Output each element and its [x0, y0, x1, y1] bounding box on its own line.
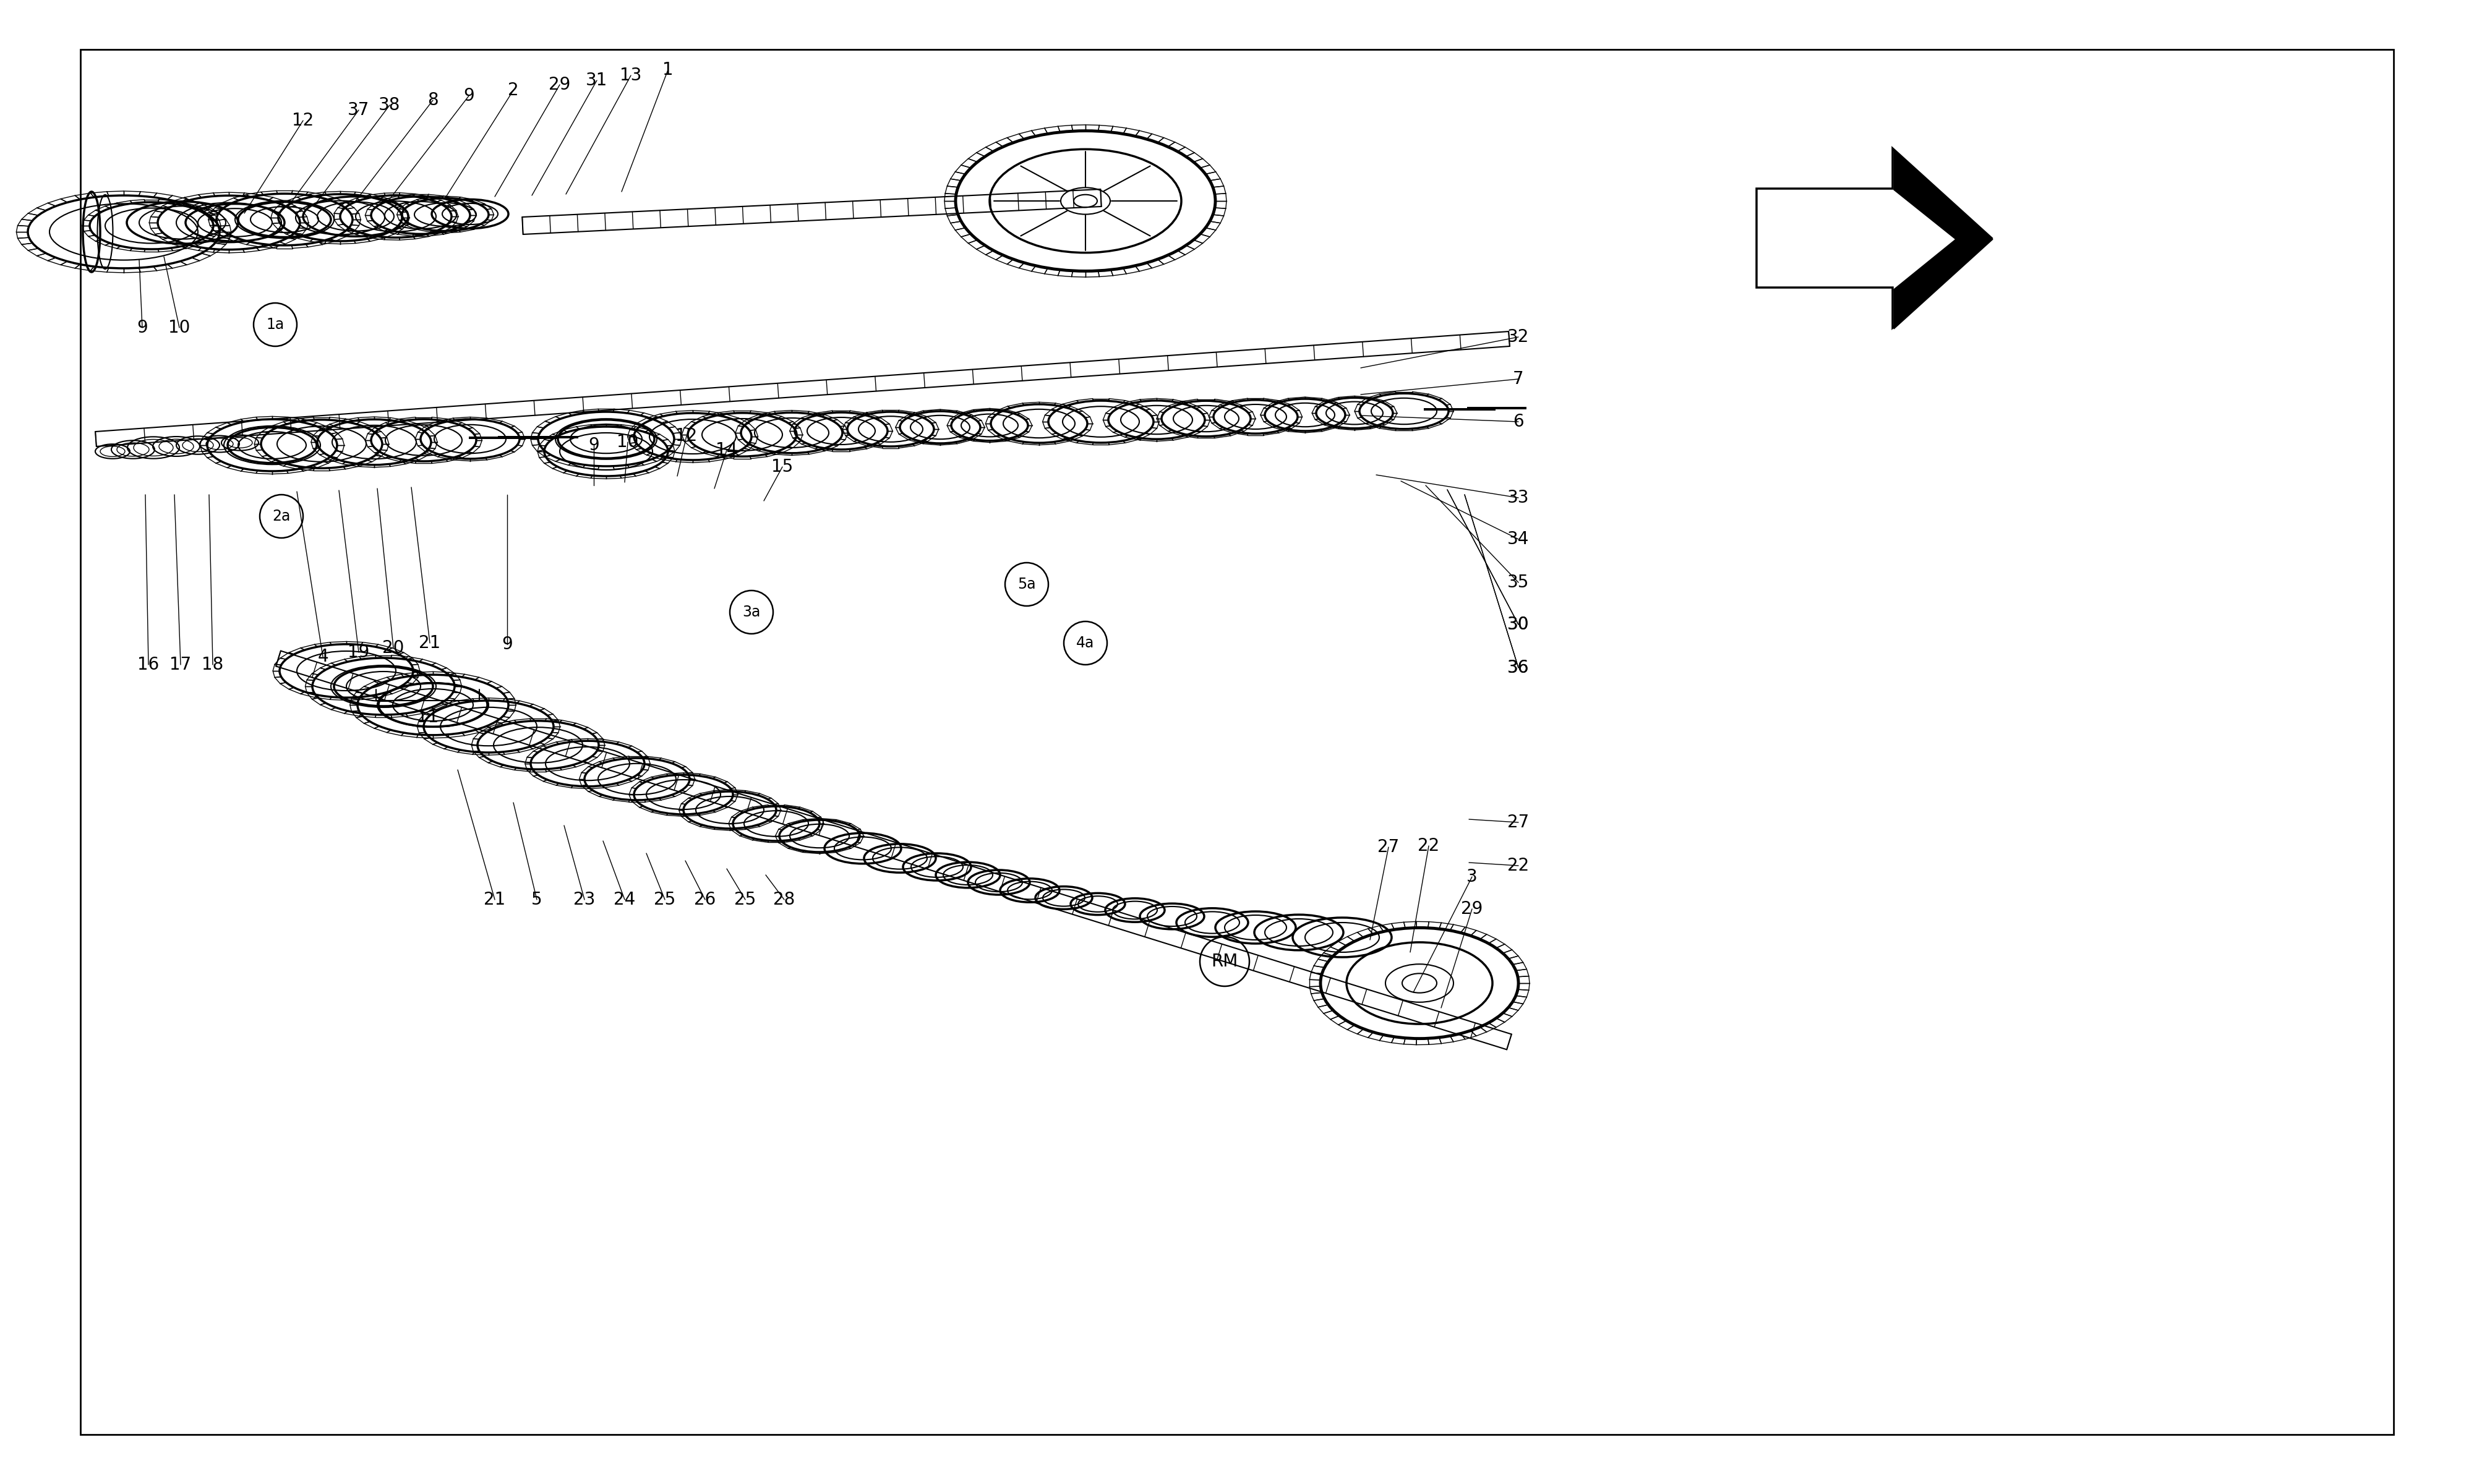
Text: 34: 34	[1507, 530, 1529, 548]
Text: 36: 36	[1507, 659, 1529, 677]
Text: 10: 10	[616, 433, 638, 451]
Text: 1a: 1a	[267, 318, 285, 332]
Text: 2a: 2a	[272, 509, 289, 524]
Text: 5: 5	[532, 890, 542, 908]
Text: 13: 13	[621, 67, 641, 85]
Text: 3: 3	[1467, 868, 1477, 886]
Text: 11: 11	[416, 708, 438, 726]
Text: 9: 9	[589, 436, 599, 454]
Text: 25: 25	[653, 890, 675, 908]
Polygon shape	[1895, 150, 1994, 329]
Text: 17: 17	[171, 656, 190, 674]
Text: 35: 35	[1507, 574, 1529, 591]
Text: 12: 12	[292, 111, 314, 129]
Text: 3a: 3a	[742, 605, 760, 620]
Text: 32: 32	[1507, 328, 1529, 346]
Text: 18: 18	[203, 656, 223, 674]
Text: 9: 9	[463, 88, 475, 104]
Text: 5a: 5a	[1017, 577, 1037, 592]
Text: 29: 29	[549, 76, 571, 93]
Text: 16: 16	[139, 656, 158, 674]
Text: 30: 30	[1507, 616, 1529, 634]
Text: 7: 7	[1514, 371, 1524, 387]
Text: 4a: 4a	[1076, 635, 1094, 650]
Text: 8: 8	[428, 92, 438, 108]
Text: 12: 12	[675, 427, 698, 445]
Text: 15: 15	[772, 459, 794, 475]
Text: 2: 2	[507, 82, 520, 99]
Text: RM: RM	[1212, 953, 1237, 971]
Text: 9: 9	[136, 319, 148, 337]
Text: 4: 4	[317, 649, 329, 665]
Text: 14: 14	[715, 442, 737, 459]
Text: 21: 21	[485, 890, 505, 908]
Text: 1: 1	[663, 61, 673, 79]
Text: 22: 22	[1507, 856, 1529, 874]
Polygon shape	[1757, 148, 1992, 328]
Text: 33: 33	[1507, 490, 1529, 506]
Text: 10: 10	[168, 319, 190, 337]
Text: 6: 6	[1514, 413, 1524, 430]
Text: 29: 29	[1462, 901, 1482, 917]
Text: 27: 27	[1378, 838, 1400, 856]
Text: 26: 26	[695, 890, 715, 908]
Text: 36: 36	[1507, 659, 1529, 677]
Text: 21: 21	[418, 635, 440, 651]
Text: 20: 20	[383, 640, 403, 656]
Text: 28: 28	[774, 890, 794, 908]
Text: 37: 37	[349, 101, 369, 119]
Text: 19: 19	[349, 644, 369, 660]
Text: 23: 23	[574, 890, 596, 908]
Text: 24: 24	[614, 890, 636, 908]
Text: 25: 25	[735, 890, 757, 908]
Text: 31: 31	[586, 71, 609, 89]
Text: 38: 38	[379, 96, 401, 114]
Text: 9: 9	[502, 635, 512, 653]
Text: 30: 30	[1507, 616, 1529, 634]
Text: 27: 27	[1507, 813, 1529, 831]
Text: 22: 22	[1418, 837, 1440, 855]
